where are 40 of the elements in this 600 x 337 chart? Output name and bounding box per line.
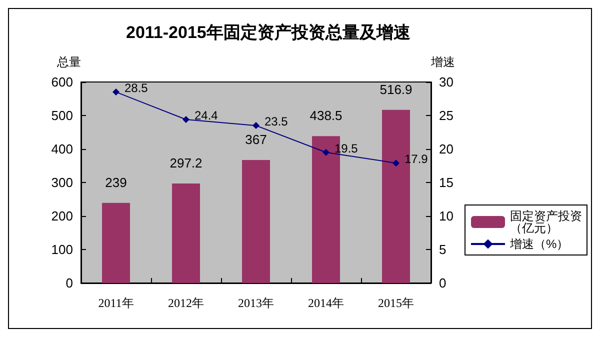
data-label: 438.5 <box>310 108 342 124</box>
legend-label: 固定资产投资（亿元） <box>510 209 582 235</box>
y2-tick-label: 20 <box>439 142 454 156</box>
y-tick-label: 100 <box>51 242 73 257</box>
y-tick-label: 600 <box>51 74 73 90</box>
y2-tick-label: 25 <box>439 108 454 123</box>
data-label: 24.4 <box>194 108 218 123</box>
y2-tick-label: 5 <box>439 242 446 257</box>
y-tick-label: 300 <box>51 175 73 190</box>
point <box>392 160 400 167</box>
chart-title: 2011-2015年固定资产投资总量及增速 <box>126 23 410 42</box>
y2-tick-label: 0 <box>439 276 446 290</box>
y-tick-label: 500 <box>51 108 73 123</box>
y2-axis-title: 增速 <box>430 55 455 69</box>
y-axis-title: 总量 <box>56 55 81 69</box>
data-label: 367 <box>245 132 267 148</box>
point <box>252 122 260 130</box>
bar <box>102 202 130 283</box>
bar <box>172 183 200 283</box>
x-tick-label: 2015年 <box>378 296 414 310</box>
x-tick-label: 2014年 <box>308 296 344 310</box>
point <box>322 148 330 156</box>
bar <box>242 160 270 283</box>
x-tick-label: 2011年 <box>98 296 134 310</box>
data-label: 297.2 <box>170 155 202 170</box>
y2-tick-label: 30 <box>439 74 454 90</box>
point <box>182 116 190 124</box>
data-label: 516.9 <box>380 82 412 97</box>
y-tick-label: 400 <box>51 142 73 156</box>
point <box>112 88 120 96</box>
y2-tick-label: 10 <box>439 208 454 224</box>
x-tick-label: 2012年 <box>168 296 204 310</box>
legend-label: 增速（%） <box>509 237 569 251</box>
data-label: 23.5 <box>264 114 288 129</box>
data-label: 28.5 <box>124 81 148 96</box>
y-tick-label: 0 <box>66 276 73 290</box>
y2-tick-label: 15 <box>439 175 454 190</box>
data-label: 239 <box>105 174 127 190</box>
x-tick-label: 2013年 <box>238 296 274 310</box>
y-tick-label: 200 <box>51 208 73 224</box>
